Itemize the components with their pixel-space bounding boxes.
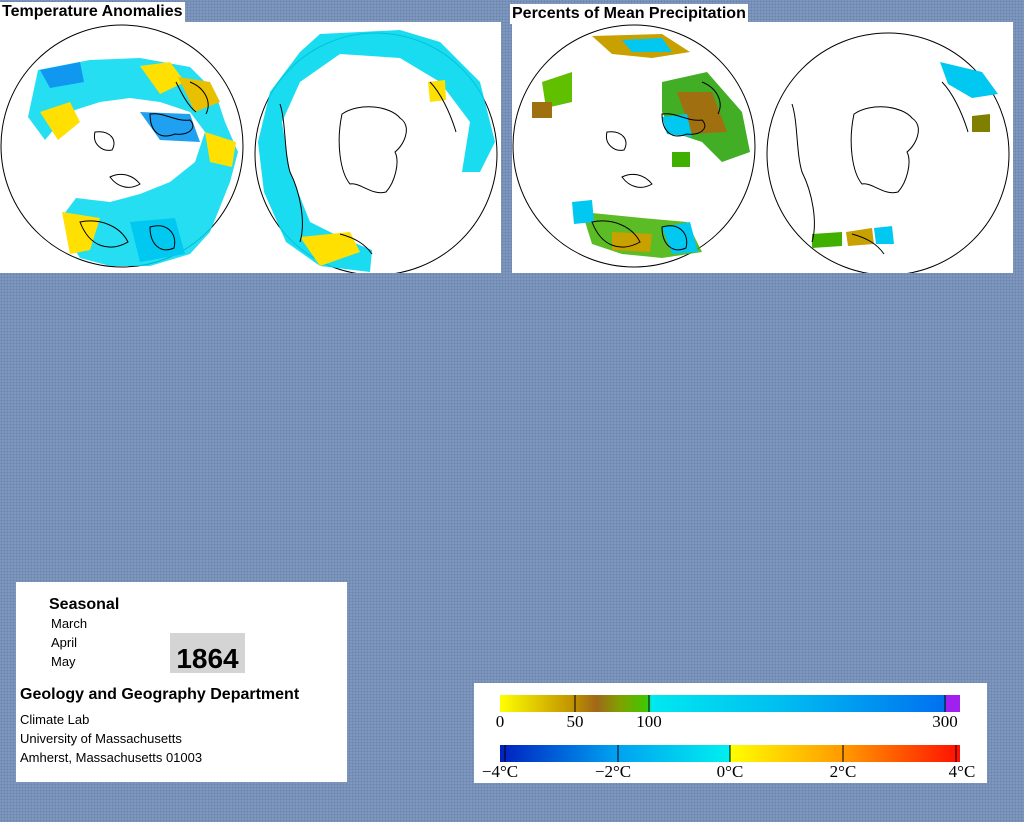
season-heading: Seasonal (49, 596, 120, 613)
month-3: May (51, 654, 76, 669)
temp-tick-4: 4°C (949, 762, 976, 781)
month-1: March (51, 616, 88, 631)
temp-tick-minus2: −2°C (595, 762, 631, 781)
month-2: April (51, 635, 78, 650)
temperature-anomalies-panel (0, 22, 501, 276)
temp-tick-2: 2°C (830, 762, 857, 781)
address-line-1: Climate Lab (20, 712, 90, 727)
precip-tick-0: 0 (496, 712, 505, 731)
temp-south-globe (254, 30, 498, 276)
precip-tick-300: 300 (932, 712, 958, 731)
precip-tick-50: 50 (567, 712, 584, 731)
info-box: Seasonal March April May 1864 Geology an… (16, 582, 347, 782)
temperature-globes (0, 24, 498, 276)
year-display: 1864 (170, 633, 245, 673)
precip-tick-100: 100 (636, 712, 662, 731)
precipitation-panel (512, 22, 1013, 276)
temperature-panel-title: Temperature Anomalies (0, 2, 185, 22)
precip-colorbar (500, 695, 960, 712)
precipitation-panel-title: Percents of Mean Precipitation (510, 4, 748, 24)
address-line-3: Amherst, Massachusetts 01003 (20, 750, 203, 765)
address-line-2: University of Massachusetts (20, 731, 182, 746)
precip-north-globe (512, 24, 756, 268)
temp-tick-minus4: −4°C (482, 762, 518, 781)
temp-north-globe (0, 24, 244, 268)
legend-box: 0 50 100 300 −4°C −2°C 0°C 2°C 4°C (474, 683, 987, 783)
precip-south-globe (766, 32, 1010, 276)
department-name: Geology and Geography Department (20, 686, 300, 703)
temp-tick-0: 0°C (717, 762, 744, 781)
legend-svg: 0 50 100 300 −4°C −2°C 0°C 2°C 4°C (482, 695, 976, 781)
precipitation-globes (512, 24, 1010, 276)
